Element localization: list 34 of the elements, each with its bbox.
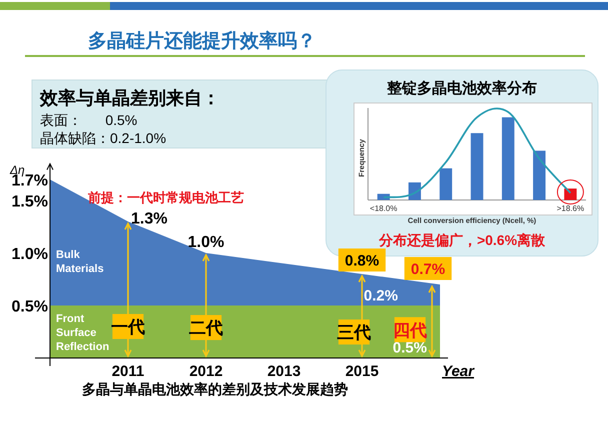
annotation: 一代 [111,318,145,337]
annotation: 1.3% [131,210,168,228]
bar [470,133,484,200]
annotation: 0.2% [364,288,398,304]
annotation: 1.0% [188,234,224,251]
chart-title: 整锭多晶电池效率分布 [386,79,537,97]
bar [564,188,577,200]
series-label: Bulk Materials [56,249,104,275]
text: 晶体缺陷：0.2-1.0% [40,130,166,146]
bar [440,168,452,200]
annotation: 0.8% [344,252,380,270]
x-tick-label: 2011 [112,363,144,380]
x-tick-label: >18.6% [556,204,584,213]
annotation: 0.7% [410,260,446,278]
annotation: 0.5% [392,340,427,356]
text: 表面： 0.5% [40,112,138,128]
x-tick-label: 2015 [345,363,379,380]
annotation: 前提：一代时常规电池工艺 [87,190,244,205]
x-axis-title: Year [442,363,476,380]
x-tick-label: 2012 [189,363,223,380]
annotation: 三代 [337,323,371,342]
annotation: 二代 [189,318,223,338]
x-tick-label: <18.0% [370,204,398,213]
text: 多晶硅片还能提升效率吗？ [88,30,316,52]
y-tick-label: 0.5% [12,298,48,316]
annotation: 分布还是偏广，>0.6%离散 [378,232,546,248]
series-label: Front Surface Reflection [56,313,110,353]
y-tick-label: 1.0% [12,246,48,263]
text: 效率与单晶差别来自： [39,88,220,108]
bar [533,150,546,200]
x-tick-label: 2013 [267,363,301,380]
text: 多晶与单晶电池效率的差别及技术发展趋势 [82,381,348,397]
bar [502,117,514,200]
y-tick-label: 1.5% [12,194,48,210]
